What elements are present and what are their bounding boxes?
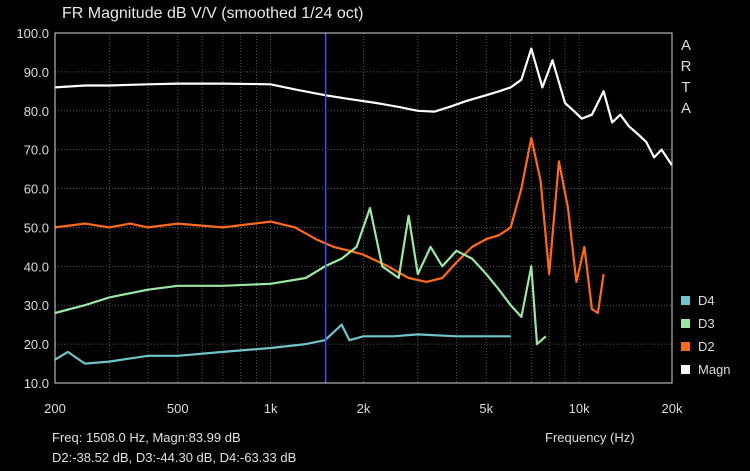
legend-swatch-d2 (681, 342, 690, 351)
legend: D4 D3 D2 Magn (681, 293, 731, 377)
legend-swatch-d3 (681, 319, 690, 328)
watermark-letter: A (681, 100, 691, 117)
chart-title: FR Magnitude dB V/V (smoothed 1/24 oct) (62, 5, 363, 22)
y-tick-labels: 10.0 20.0 30.0 40.0 50.0 60.0 70.0 80.0 90.0 100.… (16, 26, 49, 391)
x-tick-label: 5k (479, 401, 493, 416)
x-axis-label: Frequency (Hz) (545, 430, 635, 445)
legend-swatch-d4 (681, 296, 690, 305)
series-line-d4 (54, 323, 511, 365)
x-tick-label: 1k (264, 401, 278, 416)
y-tick-label: 30.0 (24, 298, 49, 313)
watermark-letter: A (681, 37, 691, 54)
legend-label-magn: Magn (698, 362, 731, 377)
legend-label-d2: D2 (698, 339, 715, 354)
y-tick-label: 10.0 (24, 376, 49, 391)
x-tick-label: 20k (662, 401, 683, 416)
plot-frame (54, 32, 673, 384)
x-tick-label: 500 (167, 401, 189, 416)
y-tick-label: 70.0 (24, 143, 49, 158)
series-line-d3 (54, 206, 547, 346)
x-tick-label: 10k (569, 401, 590, 416)
legend-swatch-magn (681, 365, 690, 374)
series-lines (54, 47, 673, 365)
y-tick-label: 80.0 (24, 104, 49, 119)
y-tick-label: 60.0 (24, 182, 49, 197)
y-tick-label: 50.0 (24, 220, 49, 235)
x-tick-label: 2k (357, 401, 371, 416)
x-tick-labels: 200 500 1k 2k 5k 10k 20k (44, 401, 683, 416)
series-line-magn (54, 47, 673, 166)
y-tick-label: 20.0 (24, 337, 49, 352)
legend-label-d3: D3 (698, 316, 715, 331)
cursor-readout-line1: Freq: 1508.0 Hz, Magn:83.99 dB (52, 430, 241, 445)
series-line-d2 (54, 136, 605, 315)
cursor-readout-line2: D2:-38.52 dB, D3:-44.30 dB, D4:-63.33 dB (52, 450, 296, 465)
y-tick-label: 40.0 (24, 259, 49, 274)
legend-label-d4: D4 (698, 293, 715, 308)
y-tick-label: 90.0 (24, 65, 49, 80)
x-tick-label: 200 (44, 401, 66, 416)
watermark-letter: R (681, 58, 692, 75)
watermark-letter: T (681, 79, 690, 96)
y-tick-label: 100.0 (16, 26, 49, 41)
